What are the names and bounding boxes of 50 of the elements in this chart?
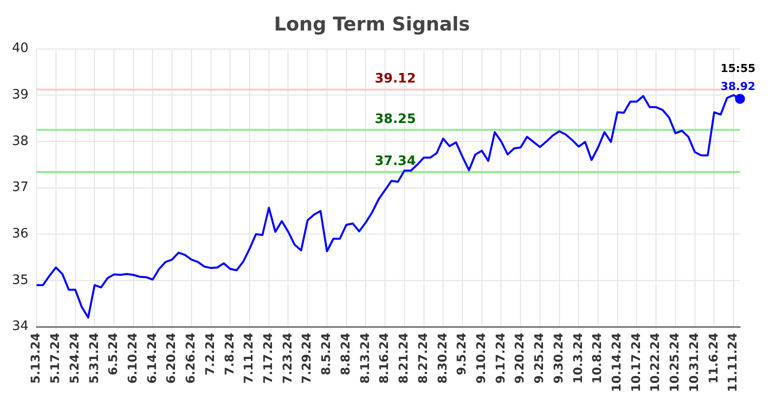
ref-line-label: 39.12 <box>374 71 416 86</box>
ref-line-label: 37.34 <box>374 154 416 169</box>
x-tick-label: 8.30.24 <box>435 332 450 384</box>
x-tick-label: 9.10.24 <box>474 332 488 384</box>
x-tick-label: 8.27.24 <box>416 332 430 384</box>
annotation: 38.92 <box>720 80 756 94</box>
x-tick-label: 8.5.24 <box>319 332 334 376</box>
x-tick-label: 7.11.24 <box>242 332 256 384</box>
y-tick-label: 39 <box>12 88 29 103</box>
chart-title: Long Term Signals <box>274 13 470 36</box>
ref-line-label: 38.25 <box>374 112 416 127</box>
x-tick-label: 10.25.24 <box>668 332 682 392</box>
x-tick-label: 5.17.24 <box>48 332 62 384</box>
x-tick-label: 8.21.24 <box>396 332 411 384</box>
x-tick-label: 9.25.24 <box>532 332 546 384</box>
x-tick-label: 9.20.24 <box>512 332 527 384</box>
x-tick-label: 7.8.24 <box>222 332 236 376</box>
x-tick-label: 9.5.24 <box>454 332 469 376</box>
x-tick-label: 7.29.24 <box>300 332 314 384</box>
x-tick-label: 6.10.24 <box>125 332 140 384</box>
annotation: 15:55 <box>720 62 756 76</box>
x-tick-label: 6.5.24 <box>106 332 120 376</box>
x-tick-label: 11.6.24 <box>706 332 720 384</box>
x-tick-label: 10.31.24 <box>686 332 701 392</box>
y-tick-label: 36 <box>12 226 29 242</box>
x-tick-label: 11.11.24 <box>726 332 740 392</box>
x-tick-label: 7.23.24 <box>280 332 294 384</box>
x-tick-label: 6.14.24 <box>144 332 159 384</box>
y-tick-label: 35 <box>12 272 29 288</box>
x-tick-label: 9.30.24 <box>551 332 566 384</box>
x-tick-label: 8.8.24 <box>338 332 352 376</box>
x-tick-label: 10.14.24 <box>610 332 624 392</box>
y-tick-label: 38 <box>12 134 29 149</box>
y-tick-label: 34 <box>12 319 29 334</box>
x-tick-label: 8.13.24 <box>358 332 372 384</box>
x-tick-label: 6.20.24 <box>164 332 178 384</box>
x-tick-label: 6.26.24 <box>184 332 198 384</box>
x-tick-label: 10.3.24 <box>570 332 585 384</box>
x-tick-label: 5.13.24 <box>28 332 43 384</box>
x-tick-label: 10.17.24 <box>628 332 643 392</box>
x-tick-label: 5.31.24 <box>86 332 101 384</box>
x-tick-label: 7.2.24 <box>202 332 217 376</box>
x-tick-label: 10.8.24 <box>590 332 604 384</box>
x-tick-label: 5.24.24 <box>67 332 82 384</box>
x-tick-label: 9.17.24 <box>493 332 508 384</box>
y-tick-label: 37 <box>12 180 29 196</box>
y-tick-label: 40 <box>12 41 29 56</box>
x-tick-label: 8.16.24 <box>377 332 392 384</box>
x-tick-label: 7.17.24 <box>261 332 275 384</box>
x-tick-label: 10.22.24 <box>648 332 662 392</box>
